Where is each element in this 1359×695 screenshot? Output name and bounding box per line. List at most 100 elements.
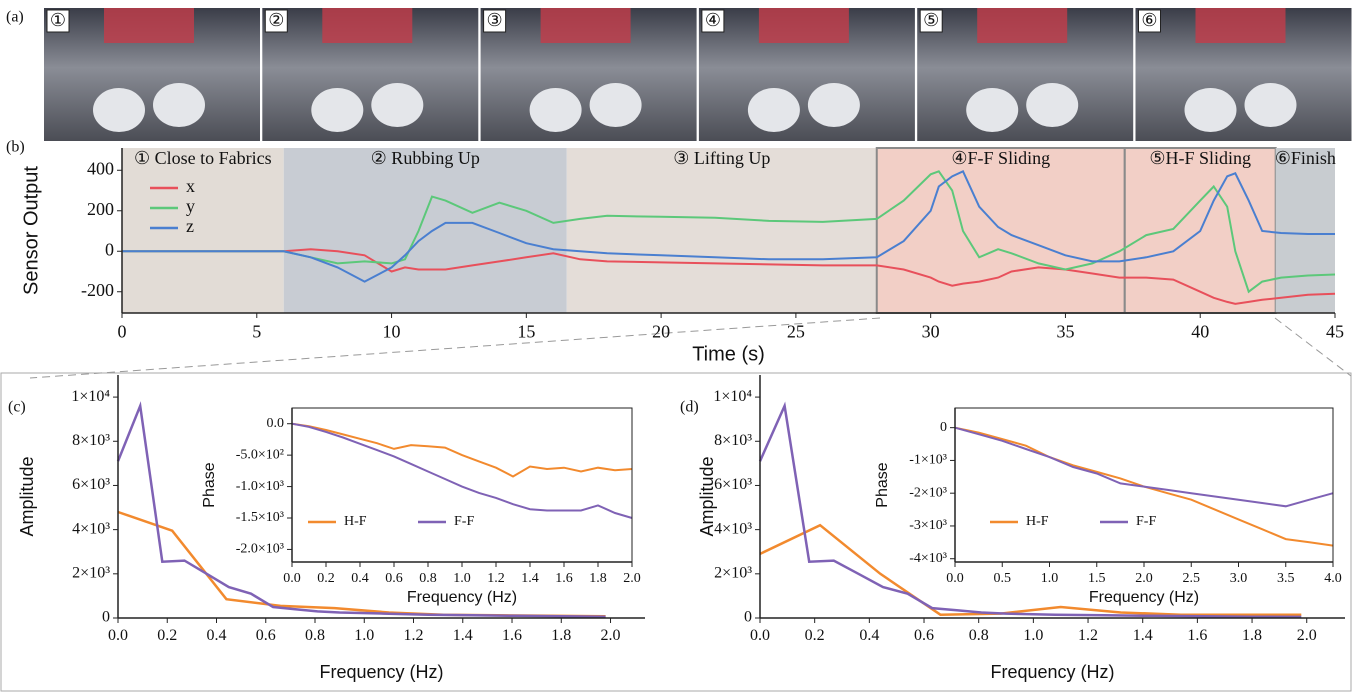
x-tick-label: 2.0: [1297, 627, 1317, 644]
x-axis-title: Time (s): [692, 343, 765, 365]
x-tick-label: 0.0: [750, 627, 770, 644]
x-tick-label: 25: [787, 321, 805, 341]
x-tick-label: 1.8: [1242, 627, 1262, 644]
series-line: [759, 523, 1302, 616]
x-tick-label: 1.2: [1078, 627, 1098, 644]
x-tick-label: 0.8: [419, 571, 437, 586]
x-tick-label: 1.8: [551, 627, 571, 644]
photo-sensor: [529, 88, 582, 132]
legend-label: x: [186, 176, 195, 196]
x-tick-label: 2.0: [623, 571, 641, 586]
x-tick-label: 5: [252, 321, 261, 341]
series-line: [122, 170, 1336, 294]
x-tick-label: 1.0: [453, 571, 471, 586]
plot-background: [955, 408, 1333, 562]
y-tick-label: 1×10⁴: [713, 388, 752, 405]
legend-label: H-F: [1026, 514, 1049, 529]
series-line: [291, 422, 633, 519]
x-tick-label: 30: [922, 321, 940, 341]
region-label: ① Close to Fabrics: [134, 148, 272, 168]
y-tick-label: -2.0×10³: [236, 542, 284, 557]
step-badge: [264, 9, 288, 33]
photo-sensor: [589, 83, 642, 127]
photo-board: [1195, 8, 1286, 43]
legend-label: z: [186, 216, 194, 236]
x-tick-label: 2.0: [601, 627, 621, 644]
photo-sensor: [747, 88, 800, 132]
x-tick-label: 10: [383, 321, 401, 341]
x-tick-label: 0.4: [207, 627, 227, 644]
step-number: ③: [487, 10, 503, 30]
x-tick-label: 1.2: [404, 627, 424, 644]
x-tick-label: 0.0: [283, 571, 301, 586]
step-badge: [701, 9, 725, 33]
step-badge: [483, 9, 507, 33]
x-tick-label: 45: [1326, 321, 1344, 341]
step-badge: [46, 9, 70, 33]
step-badge: [919, 9, 943, 33]
y-tick-label: -200: [81, 280, 114, 300]
region-label: ③ Lifting Up: [673, 148, 770, 168]
step-badge: [1138, 9, 1161, 33]
x-tick-label: 1.4: [521, 571, 539, 586]
y-tick-label: -1.5×10³: [236, 510, 284, 525]
y-tick-label: 8×10³: [714, 432, 752, 449]
y-axis-title: Phase: [874, 462, 891, 507]
step-number: ①: [50, 10, 66, 30]
y-tick-label: -3×10³: [909, 518, 947, 533]
panel-label: (a): [6, 9, 24, 26]
x-tick-label: 0.2: [805, 627, 825, 644]
x-tick-label: 20: [652, 321, 670, 341]
x-tick-label: 1.0: [1041, 571, 1059, 586]
photo-sensor: [1184, 88, 1237, 132]
y-tick-label: 0: [102, 609, 110, 626]
y-axis-title: Amplitude: [17, 456, 37, 536]
x-axis-title: Frequency (Hz): [319, 662, 443, 682]
x-axis-title: Frequency (Hz): [407, 589, 517, 606]
step-number: ⑥: [1141, 10, 1157, 30]
x-tick-label: 0.6: [385, 571, 403, 586]
y-tick-label: 0.0: [267, 416, 285, 431]
x-tick-label: 1.0: [1023, 627, 1043, 644]
x-tick-label: 0.0: [108, 627, 128, 644]
x-tick-label: 0: [118, 321, 127, 341]
photo-sensor: [311, 88, 364, 132]
y-tick-label: 1×10⁴: [71, 388, 110, 405]
series-line: [122, 248, 1336, 305]
x-tick-label: 1.4: [1133, 627, 1153, 644]
x-tick-label: 0.2: [157, 627, 177, 644]
photo-board: [322, 8, 413, 43]
series-line: [116, 401, 606, 618]
photo-sensor: [807, 83, 860, 127]
x-tick-label: 0.4: [859, 627, 879, 644]
series-line: [954, 426, 1334, 508]
x-tick-label: 1.6: [1187, 627, 1207, 644]
photo-sensor: [93, 88, 145, 132]
x-tick-label: 3.5: [1277, 571, 1295, 586]
legend-label: F-F: [1136, 514, 1156, 529]
y-tick-label: -1×10³: [909, 453, 947, 468]
photo-board: [540, 8, 631, 43]
y-axis-title: Amplitude: [697, 456, 717, 536]
x-axis-title: Frequency (Hz): [1089, 589, 1199, 606]
x-tick-label: 2.0: [1135, 571, 1153, 586]
phase-region: [566, 148, 877, 313]
bottom-frame: [0, 372, 1352, 692]
x-tick-label: 0.2: [317, 571, 335, 586]
y-tick-label: -1.0×10³: [236, 479, 284, 494]
photo-sensor: [153, 83, 205, 127]
phase-region: [122, 148, 284, 313]
phase-region: [875, 147, 1126, 314]
x-tick-label: 40: [1191, 321, 1209, 341]
y-tick-label: 8×10³: [72, 432, 110, 449]
y-tick-label: 6×10³: [72, 476, 110, 493]
legend-label: y: [186, 196, 195, 216]
x-tick-label: 1.6: [502, 627, 522, 644]
photo-sensor: [1026, 83, 1079, 127]
region-label: ⑤H-F Sliding: [1149, 148, 1251, 168]
y-tick-label: 400: [87, 158, 114, 178]
photo-board: [977, 8, 1068, 43]
series-line: [758, 401, 1302, 619]
step-number: ②: [268, 10, 284, 30]
x-tick-label: 0.6: [256, 627, 276, 644]
